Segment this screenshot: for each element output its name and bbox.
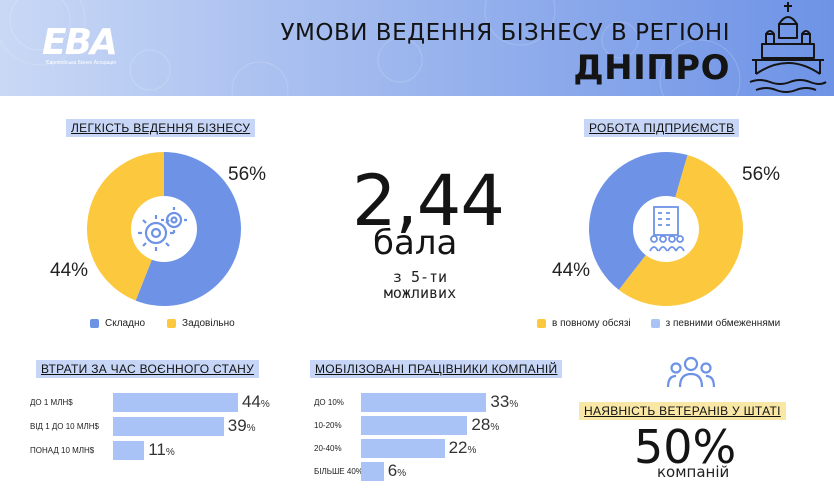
score-sub: з 5-ти можливих — [366, 269, 474, 301]
bar-mark — [113, 393, 238, 412]
bar-mark — [361, 393, 487, 412]
work-legend-blue: з певними обмеженнями — [665, 318, 781, 329]
bar-label: ДО 1 МЛН$ — [30, 398, 73, 407]
church-bridge-icon — [749, 2, 827, 93]
page-title-city: ДНІПРО — [573, 48, 730, 88]
bar-mark — [113, 441, 145, 460]
gears-icon — [138, 207, 187, 251]
ease-donut-chart — [87, 152, 242, 306]
ease-tag: ЛЕГКІСТЬ ВЕДЕННЯ БІЗНЕСУ — [66, 119, 256, 137]
losses-tag: ВТРАТИ ЗА ЧАС ВОЄННОГО СТАНУ — [36, 360, 260, 378]
work-tag: РОБОТА ПІДПРИЄМСТВ — [584, 119, 740, 137]
bar-mark — [113, 417, 224, 436]
page-title: УМОВИ ВЕДЕННЯ БІЗНЕСУ В РЕГІОНІ — [280, 20, 730, 46]
eba-logo: EBA Європейська Бізнес Асоціація — [42, 22, 132, 68]
work-donut-chart — [589, 152, 743, 306]
score-sub-line2: можливих — [383, 284, 457, 302]
bar-value-label: 11% — [148, 440, 175, 459]
ease-pct-yellow: 44% — [50, 260, 89, 281]
bar-value-label: 28% — [471, 415, 500, 434]
bar-value-label: 33% — [490, 392, 519, 411]
legend-swatch-yellow — [537, 319, 546, 328]
veterans-tag: НАЯВНІСТЬ ВЕТЕРАНІВ У ШТАТІ — [579, 402, 786, 420]
bar-label: 20-40% — [314, 444, 342, 453]
bar-mark — [361, 416, 468, 435]
legend-swatch-yellow — [167, 319, 177, 328]
bar-label: ПОНАД 10 МЛН$ — [30, 446, 95, 455]
ease-legend-blue: Складно — [105, 318, 146, 329]
work-pct-yellow: 56% — [742, 164, 781, 185]
people-group-icon — [666, 356, 716, 388]
bar-label: ДО 10% — [314, 398, 344, 407]
logo-subtitle: Європейська Бізнес Асоціація — [46, 60, 116, 66]
ease-slice-yellow — [87, 152, 164, 301]
legend-swatch-blue — [650, 319, 660, 328]
ease-pct-blue: 56% — [228, 164, 267, 185]
header-banner: EBA Європейська Бізнес Асоціація УМОВИ В… — [0, 0, 834, 96]
work-legend: в повному обсязі з певними обмеженнями — [537, 318, 780, 329]
work-donut-hole — [633, 196, 699, 262]
work-legend-yellow: в повному обсязі — [552, 318, 631, 329]
mobilized-tag: МОБІЛІЗОВАНІ ПРАЦІВНИКИ КОМПАНІЙ — [310, 360, 563, 378]
bar-value-label: 22% — [448, 438, 477, 457]
veterans-value: 50% — [634, 420, 737, 474]
score-sub-line1: з 5-ти — [392, 268, 448, 286]
office-building-icon — [649, 206, 685, 252]
bar-mark — [361, 462, 384, 481]
legend-swatch-blue — [90, 319, 99, 328]
work-pct-blue: 44% — [552, 260, 591, 281]
score-unit: бала — [373, 223, 458, 263]
header-pattern — [0, 0, 741, 96]
bar-label: БІЛЬШЕ 40% — [314, 467, 363, 476]
bar-label: 10-20% — [314, 421, 342, 430]
bar-value-label: 39% — [227, 416, 256, 435]
logo-text: EBA — [42, 22, 118, 63]
ease-legend: Складно Задовільно — [90, 318, 235, 329]
ease-legend-yellow: Задовільно — [182, 318, 235, 329]
bar-value-label: 44% — [241, 392, 270, 411]
bar-mark — [361, 439, 445, 458]
bar-label: ВІД 1 ДО 10 МЛН$ — [30, 422, 99, 431]
bar-value-label: 6% — [387, 461, 407, 480]
veterans-sub: компаній — [657, 463, 730, 481]
score-value: 2,44 — [352, 160, 505, 242]
